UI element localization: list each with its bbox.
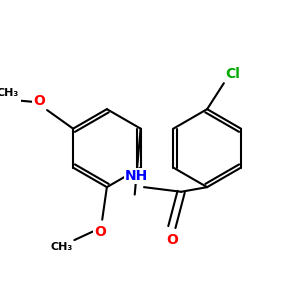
Text: O: O xyxy=(94,225,106,239)
Text: Cl: Cl xyxy=(226,67,241,81)
Text: O: O xyxy=(34,94,46,108)
Text: O: O xyxy=(166,233,178,247)
Text: NH: NH xyxy=(125,169,148,183)
Text: CH₃: CH₃ xyxy=(50,242,73,253)
Text: CH₃: CH₃ xyxy=(0,88,19,98)
